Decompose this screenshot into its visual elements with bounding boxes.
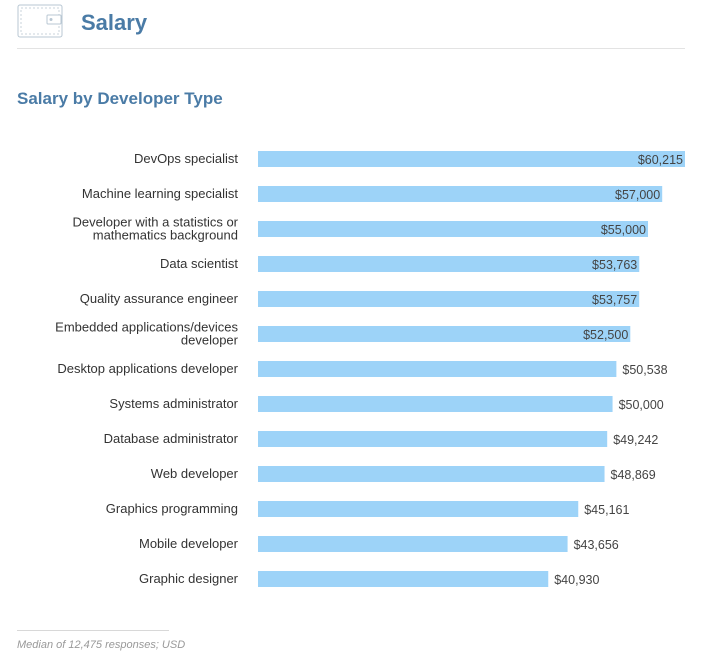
category-label-line: Graphics programming [106, 501, 238, 516]
category-label: Database administrator [104, 431, 239, 446]
bar [258, 151, 685, 167]
bar-row: Graphics programming $45,161 [106, 501, 629, 517]
category-label: Desktop applications developer [57, 361, 238, 376]
bar [258, 466, 605, 482]
value-label: $55,000 [601, 223, 646, 237]
bar [258, 361, 617, 377]
category-label-line: Web developer [151, 466, 239, 481]
category-label: Quality assurance engineer [80, 291, 239, 306]
value-label: $48,869 [611, 468, 656, 482]
category-label-line: Machine learning specialist [82, 186, 238, 201]
bar [258, 326, 631, 342]
wallet-icon [17, 4, 63, 38]
category-label-line: Developer with a statistics or [73, 215, 239, 230]
category-label-line: developer [181, 333, 239, 348]
category-label-line: Graphic designer [139, 571, 239, 586]
category-label-line: Embedded applications/devices [55, 320, 238, 335]
category-label-line: Database administrator [104, 431, 239, 446]
value-label: $49,242 [613, 433, 658, 447]
bar-row: Database administrator $49,242 [104, 431, 658, 447]
value-label: $50,538 [622, 363, 667, 377]
value-label: $53,763 [592, 258, 637, 272]
value-label: $52,500 [583, 328, 628, 342]
chart-title: Salary by Developer Type [17, 89, 223, 108]
bar [258, 536, 568, 552]
bar-row: Mobile developer $43,656 [139, 536, 619, 552]
bar-row: Systems administrator $50,000 [109, 396, 664, 412]
category-label-line: Mobile developer [139, 536, 239, 551]
value-label: $57,000 [615, 188, 660, 202]
bar [258, 431, 608, 447]
category-label-line: Quality assurance engineer [80, 291, 239, 306]
bar [258, 571, 549, 587]
bar-row: DevOps specialist $60,215 [134, 151, 685, 167]
value-label: $50,000 [619, 398, 664, 412]
footnote: Median of 12,475 responses; USD [17, 639, 186, 651]
category-label-line: Systems administrator [109, 396, 238, 411]
value-label: $40,930 [554, 573, 599, 587]
bar-row: Web developer $48,869 [151, 466, 656, 482]
bar [258, 396, 613, 412]
value-label: $53,757 [592, 293, 637, 307]
category-label: Machine learning specialist [82, 186, 238, 201]
category-label: Systems administrator [109, 396, 238, 411]
category-label: Mobile developer [139, 536, 239, 551]
bar-row: Developer with a statistics or mathematic… [73, 215, 649, 243]
category-label: DevOps specialist [134, 151, 238, 166]
salary-bar-chart: DevOps specialist $60,215 Machine learning… [55, 151, 685, 587]
section-header: Salary [17, 2, 685, 49]
bar-row: Data scientist $53,763 [160, 256, 640, 272]
bar-row: Desktop applications developer $50,538 [57, 361, 668, 377]
category-label: Web developer [151, 466, 239, 481]
category-label-line: Data scientist [160, 256, 238, 271]
category-label-line: DevOps specialist [134, 151, 238, 166]
footnote-divider [17, 630, 169, 631]
bar [258, 221, 649, 237]
category-label: Graphic designer [139, 571, 239, 586]
bar-row: Embedded applications/devices developer $5… [55, 320, 631, 348]
value-label: $45,161 [584, 503, 629, 517]
value-label: $43,656 [574, 538, 619, 552]
category-label-line: Desktop applications developer [57, 361, 238, 376]
bar-row: Quality assurance engineer $53,757 [80, 291, 640, 307]
category-label: Data scientist [160, 256, 238, 271]
category-label: Embedded applications/devices developer [55, 320, 239, 348]
bar-row: Graphic designer $40,930 [139, 571, 599, 587]
bar [258, 501, 579, 517]
bar [258, 186, 663, 202]
bar-row: Machine learning specialist $57,000 [82, 186, 663, 202]
section-title: Salary [81, 10, 148, 35]
category-label: Developer with a statistics or mathematic… [73, 215, 239, 243]
bar [258, 291, 640, 307]
category-label-line: mathematics background [93, 228, 238, 243]
category-label: Graphics programming [106, 501, 238, 516]
bar [258, 256, 640, 272]
value-label: $60,215 [638, 153, 683, 167]
